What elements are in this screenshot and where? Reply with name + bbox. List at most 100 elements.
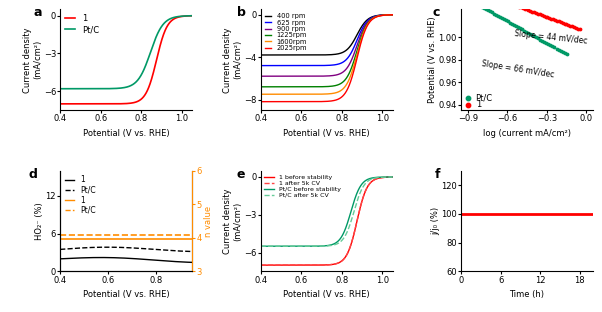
Point [520, 28, 529, 33]
Point [506, 1, 516, 6]
Text: d: d [28, 168, 37, 181]
Pt/C [135, 246, 142, 250]
Point [518, 6, 527, 11]
1600rpm [328, 92, 335, 95]
Point [514, 25, 523, 30]
Point [550, 17, 560, 22]
Point [537, 12, 547, 17]
2025rpm [320, 100, 327, 103]
1600rpm [320, 92, 327, 96]
1 after 5k CV [320, 263, 327, 267]
Y-axis label: Current density
(mA/cm²): Current density (mA/cm²) [23, 27, 42, 93]
Point [530, 34, 539, 39]
Pt/C [57, 87, 64, 90]
Pt/C [135, 77, 142, 81]
Point [505, 20, 515, 25]
1600rpm [389, 13, 396, 17]
Point [467, 0, 477, 4]
Text: b: b [237, 6, 246, 19]
400 rpm [386, 13, 393, 17]
Point [539, 39, 549, 44]
Point [495, 0, 505, 2]
Point [501, 0, 510, 4]
Pt/C [176, 249, 184, 253]
625 rpm [328, 63, 335, 67]
Point [544, 41, 553, 46]
1225rpm [389, 13, 396, 17]
Point [504, 1, 514, 6]
Point [483, 8, 492, 13]
Point [529, 10, 539, 15]
Y-axis label: HO₂⁻ (%): HO₂⁻ (%) [35, 202, 44, 240]
Pt/C before stability [365, 177, 373, 181]
1 before stability [320, 263, 327, 267]
Point [497, 16, 507, 21]
Pt/C after 5k CV [257, 244, 264, 248]
Pt/C after 5k CV [320, 244, 327, 248]
Point [473, 2, 483, 7]
Line: 1 before stability: 1 before stability [261, 177, 393, 265]
1 before stability [365, 183, 373, 187]
1 before stability [257, 263, 264, 267]
Pt/C before stability [386, 175, 393, 179]
900 rpm [386, 13, 393, 17]
Point [554, 19, 563, 24]
Point [487, 10, 497, 15]
Pt/C before stability [335, 238, 343, 242]
Point [479, 5, 489, 10]
Point [491, 12, 501, 17]
900 rpm [257, 74, 264, 78]
Point [556, 48, 565, 53]
400 rpm [328, 53, 335, 56]
1 [188, 14, 196, 18]
Point [475, 3, 485, 8]
2025rpm [335, 97, 343, 100]
1225rpm [328, 84, 335, 88]
Point [489, 11, 498, 16]
1225rpm [365, 20, 373, 24]
Point [545, 43, 555, 48]
Point [527, 32, 537, 37]
Point [485, 9, 495, 14]
Point [551, 46, 561, 51]
Point [523, 30, 533, 35]
X-axis label: Potential (V vs. RHE): Potential (V vs. RHE) [284, 290, 370, 299]
625 rpm [320, 64, 327, 67]
Point [512, 3, 522, 8]
Point [565, 23, 575, 28]
X-axis label: log (current mA/cm²): log (current mA/cm²) [483, 129, 571, 138]
Pt/C [57, 247, 64, 251]
400 rpm [320, 53, 327, 57]
X-axis label: Time (h): Time (h) [509, 290, 545, 299]
1225rpm [386, 13, 393, 17]
Point [520, 6, 530, 11]
Pt/C before stability [320, 244, 327, 248]
Text: Pt/C: Pt/C [476, 93, 492, 102]
Pt/C after 5k CV [328, 243, 335, 247]
1 [57, 257, 64, 261]
1 before stability [328, 263, 335, 266]
Point [509, 22, 519, 27]
1 [168, 260, 175, 263]
Pt/C [104, 245, 111, 249]
1 [138, 257, 145, 261]
Pt/C [138, 246, 145, 250]
Y-axis label: j/j₀ (%): j/j₀ (%) [431, 207, 440, 235]
Text: c: c [432, 6, 439, 19]
Point [517, 27, 527, 32]
900 rpm [335, 72, 343, 76]
Point [567, 24, 577, 29]
Point [497, 0, 507, 3]
Point [477, 4, 486, 9]
Point [469, 0, 479, 5]
Line: Pt/C: Pt/C [60, 247, 192, 251]
1 after 5k CV [257, 263, 264, 267]
Point [465, 0, 474, 2]
Text: a: a [34, 6, 42, 19]
Pt/C before stability [328, 243, 335, 246]
1 before stability [335, 261, 343, 265]
1225rpm [335, 82, 343, 86]
Pt/C [128, 83, 135, 87]
Text: e: e [237, 168, 246, 181]
1225rpm [320, 85, 327, 89]
